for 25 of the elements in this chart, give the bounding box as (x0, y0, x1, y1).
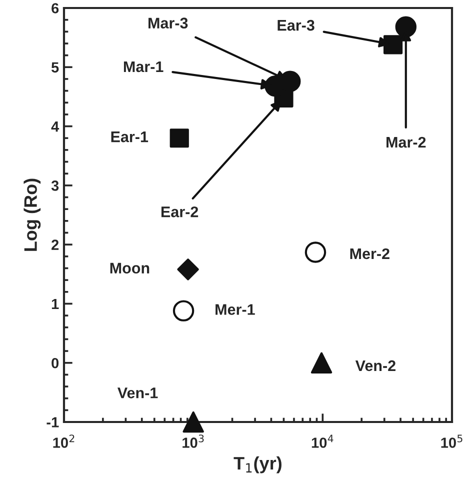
y-tick-label: 3 (51, 180, 59, 191)
annotation: Ven-2 (355, 360, 396, 372)
y-tick-label: 6 (52, 3, 59, 14)
annotation: Ear-3 (278, 20, 314, 31)
annotation: Mar-2 (386, 136, 426, 148)
annotation: Moon (110, 262, 150, 274)
y-tick-label: 0 (52, 358, 59, 368)
y-tick-label: 5 (51, 62, 59, 73)
annotation: Mar-1 (124, 61, 164, 72)
x-tick-label: 10$^{4}$ (312, 434, 334, 448)
annotation: Mer-2 (350, 248, 390, 260)
x-tick-label: 10$^{2}$ (53, 434, 74, 448)
annotation: Ven-1 (118, 388, 158, 398)
annotation: Mar-3 (148, 18, 188, 29)
annotation: Ear-2 (161, 206, 198, 218)
annotation: Mer-1 (216, 304, 255, 315)
y-tick-label: -1 (46, 417, 59, 428)
y-axis-title: Log (Ro) (24, 178, 41, 251)
y-tick-label: 2 (52, 240, 59, 250)
x-tick-label: 10$^{3}$ (182, 434, 204, 448)
y-tick-label: 1 (52, 298, 59, 309)
annotation: Ear-1 (111, 132, 148, 142)
x-axis-title: T$_{1}$(yr) (234, 456, 282, 474)
x-tick-label: 10$^{5}$ (441, 434, 462, 448)
y-tick-label: 4 (51, 122, 60, 132)
